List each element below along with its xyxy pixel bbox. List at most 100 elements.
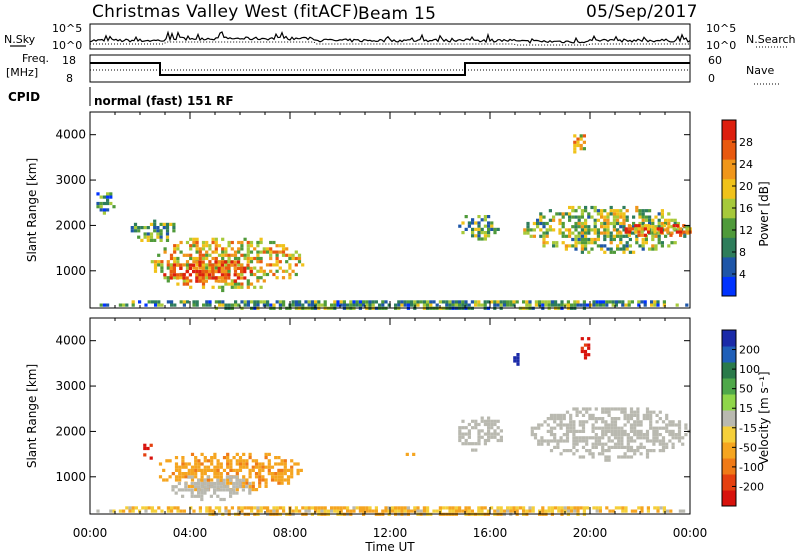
- heatmap-cell: [352, 506, 356, 510]
- heatmap-cell: [604, 433, 608, 437]
- heatmap-cell: [610, 429, 614, 433]
- heatmap-cell: [264, 478, 268, 482]
- heatmap-cell: [230, 279, 234, 283]
- heatmap-cell: [214, 260, 218, 264]
- heatmap-cell: [490, 227, 494, 231]
- heatmap-cell: [496, 432, 500, 436]
- heatmap-cell: [173, 250, 177, 254]
- heatmap-cell: [294, 272, 298, 277]
- heatmap-cell: [553, 439, 557, 443]
- heatmap-cell: [102, 195, 106, 199]
- heatmap-cell: [594, 436, 598, 440]
- colorbar-swatch: [722, 139, 736, 160]
- heatmap-cell: [601, 429, 605, 433]
- heatmap-cell: [574, 228, 578, 232]
- heatmap-cell: [564, 228, 568, 232]
- heatmap-cell: [201, 285, 206, 289]
- heatmap-cell: [575, 413, 579, 417]
- heatmap-cell: [194, 472, 198, 476]
- heatmap-cell: [245, 462, 249, 466]
- heatmap-cell: [131, 509, 135, 513]
- heatmap-cell: [242, 459, 246, 463]
- velocity-x-ticks: [89, 318, 691, 514]
- nave-tick-top: 60: [708, 54, 722, 67]
- heatmap-cell: [600, 215, 604, 219]
- heatmap-cell: [622, 250, 626, 254]
- heatmap-cell: [149, 222, 154, 226]
- heatmap-cell: [544, 303, 548, 307]
- heatmap-cell: [204, 279, 208, 283]
- heatmap-cell: [493, 435, 497, 439]
- heatmap-cell: [240, 253, 244, 257]
- heatmap-cell: [636, 449, 640, 453]
- heatmap-cell: [480, 416, 484, 420]
- heatmap-cell: [671, 433, 675, 437]
- heatmap-cell: [235, 491, 239, 495]
- heatmap-cell: [499, 429, 503, 433]
- freq-strip: Freq. [MHz] 18 8 60 0 Nave: [6, 52, 780, 85]
- heatmap-cell: [213, 456, 217, 460]
- heatmap-cell: [664, 228, 668, 232]
- heatmap-cell: [189, 285, 193, 289]
- heatmap-cell: [214, 244, 218, 248]
- heatmap-cell: [470, 300, 474, 304]
- heatmap-cell: [574, 244, 578, 248]
- heatmap-cell: [580, 225, 584, 229]
- heatmap-cell: [683, 234, 687, 238]
- heatmap-cell: [577, 218, 581, 222]
- heatmap-cell: [612, 228, 616, 232]
- heatmap-cell: [448, 509, 452, 513]
- heatmap-cell: [582, 506, 586, 510]
- heatmap-cell: [118, 303, 122, 307]
- heatmap-cell: [668, 423, 672, 427]
- heatmap-cell: [583, 356, 588, 360]
- heatmap-cell: [106, 198, 110, 202]
- heatmap-cell: [381, 300, 385, 304]
- heatmap-cell: [540, 442, 544, 446]
- heatmap-cell: [266, 506, 270, 510]
- heatmap-cell: [525, 509, 529, 513]
- heatmap-cell: [317, 509, 321, 513]
- heatmap-cell: [442, 300, 446, 304]
- heatmap-cell: [622, 247, 626, 251]
- heatmap-cell: [256, 250, 260, 254]
- heatmap-cell: [609, 231, 613, 235]
- heatmap-cell: [645, 439, 650, 443]
- y-tick-label: 3000: [55, 379, 86, 393]
- heatmap-cell: [587, 215, 591, 219]
- heatmap-cell: [642, 417, 646, 421]
- heatmap-cell: [181, 475, 185, 479]
- heatmap-cell: [246, 279, 250, 283]
- heatmap-cell: [610, 407, 614, 411]
- heatmap-cell: [526, 221, 530, 226]
- heatmap-cell: [237, 247, 241, 251]
- heatmap-cell: [671, 445, 675, 449]
- heatmap-cell: [662, 300, 666, 304]
- heatmap-cell: [480, 429, 484, 433]
- heatmap-cell: [134, 506, 138, 510]
- heatmap-cell: [187, 472, 191, 476]
- heatmap-cell: [584, 205, 588, 210]
- heatmap-cell: [572, 445, 576, 449]
- heatmap-cell: [632, 250, 636, 254]
- heatmap-cell: [194, 456, 198, 460]
- heatmap-cell: [365, 300, 369, 304]
- heatmap-cell: [400, 506, 404, 510]
- heatmap-cell: [496, 438, 500, 443]
- heatmap-cell: [483, 432, 487, 436]
- heatmap-cell: [261, 462, 265, 466]
- heatmap-cell: [477, 432, 481, 436]
- colorbar-tick-label: -200: [739, 480, 764, 493]
- heatmap-cell: [251, 459, 255, 463]
- heatmap-cell: [200, 485, 204, 489]
- heatmap-cell: [654, 244, 658, 248]
- heatmap-cell: [201, 279, 206, 283]
- heatmap-cell: [233, 273, 237, 277]
- heatmap-cell: [458, 438, 462, 443]
- heatmap-cell: [349, 303, 353, 307]
- heatmap-cell: [610, 417, 614, 421]
- heatmap-cell: [461, 231, 465, 235]
- heatmap-cell: [568, 228, 572, 232]
- heatmap-cell: [162, 468, 166, 472]
- heatmap-cell: [657, 241, 661, 245]
